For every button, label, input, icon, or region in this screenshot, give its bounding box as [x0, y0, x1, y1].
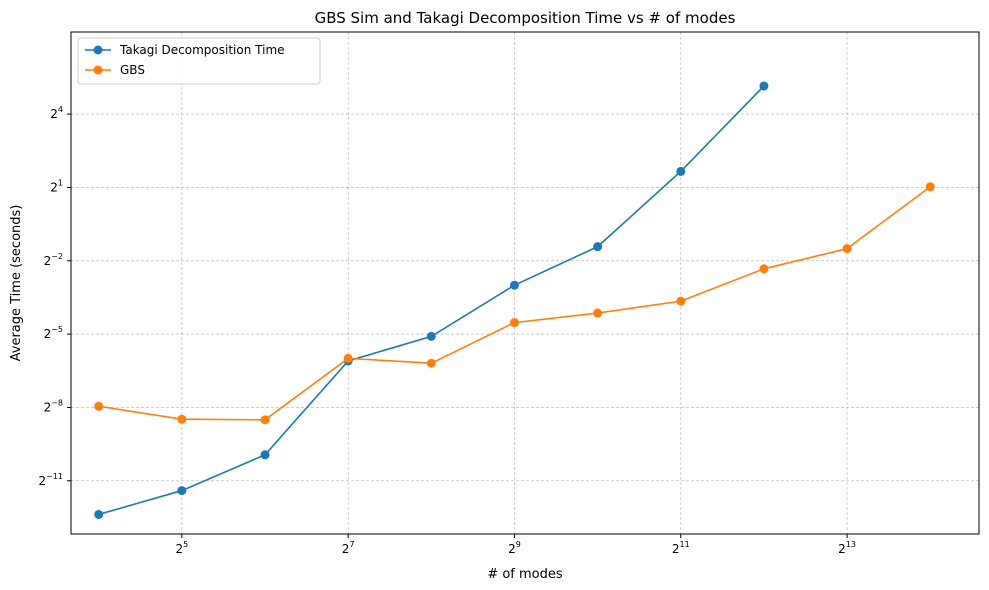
series-1-point-9 [842, 244, 852, 254]
y-tick-label-1: 21 [50, 178, 63, 194]
y-tick-label-4: 2−8 [44, 398, 63, 414]
series-0-point-7 [676, 166, 686, 176]
legend-swatch-marker-1 [93, 65, 103, 75]
series-1-point-2 [260, 415, 270, 425]
series-1-point-6 [593, 308, 603, 318]
series-1-point-8 [759, 264, 769, 274]
series-1-point-4 [426, 358, 436, 368]
series-0-point-8 [759, 81, 769, 91]
x-tick-label-0: 25 [175, 540, 188, 556]
legend-swatch-marker-0 [93, 45, 103, 55]
y-tick-label-0: 24 [50, 105, 63, 121]
series-1-point-7 [676, 296, 686, 306]
y-tick-label-3: 2−5 [44, 325, 63, 341]
legend: Takagi Decomposition Time GBS [77, 37, 321, 85]
series-0-point-4 [426, 331, 436, 341]
legend-label-1: GBS [120, 63, 145, 77]
x-axis-label: # of modes [487, 567, 563, 582]
x-tick-label-2: 29 [508, 540, 521, 556]
plot-frame [70, 31, 980, 535]
y-tick-label-5: 2−11 [38, 472, 63, 488]
x-tick-label-3: 211 [672, 540, 690, 556]
y-axis-label: Average Time (seconds) [9, 205, 24, 362]
series-0-point-6 [593, 242, 603, 252]
x-axis-ticks: 25 27 29 211 213 [175, 534, 856, 556]
legend-box [77, 37, 321, 85]
series-1-point-5 [509, 318, 519, 328]
series-1-point-3 [343, 353, 353, 363]
series-1-point-10 [925, 182, 935, 192]
x-tick-label-4: 213 [838, 540, 856, 556]
series-0-point-2 [260, 450, 270, 460]
series-1-point-0 [94, 401, 104, 411]
y-tick-label-2: 2−2 [44, 252, 63, 268]
series-1-point-1 [177, 414, 187, 424]
x-tick-label-1: 27 [342, 540, 355, 556]
series-0-point-5 [509, 280, 519, 290]
y-axis-ticks: 24 21 2−2 2−5 2−8 2−11 [38, 105, 71, 488]
series-layer [94, 81, 935, 519]
chart-title: GBS Sim and Takagi Decomposition Time vs… [315, 9, 736, 27]
series-0-point-1 [177, 486, 187, 496]
legend-label-0: Takagi Decomposition Time [119, 43, 285, 57]
series-0-point-0 [94, 509, 104, 519]
